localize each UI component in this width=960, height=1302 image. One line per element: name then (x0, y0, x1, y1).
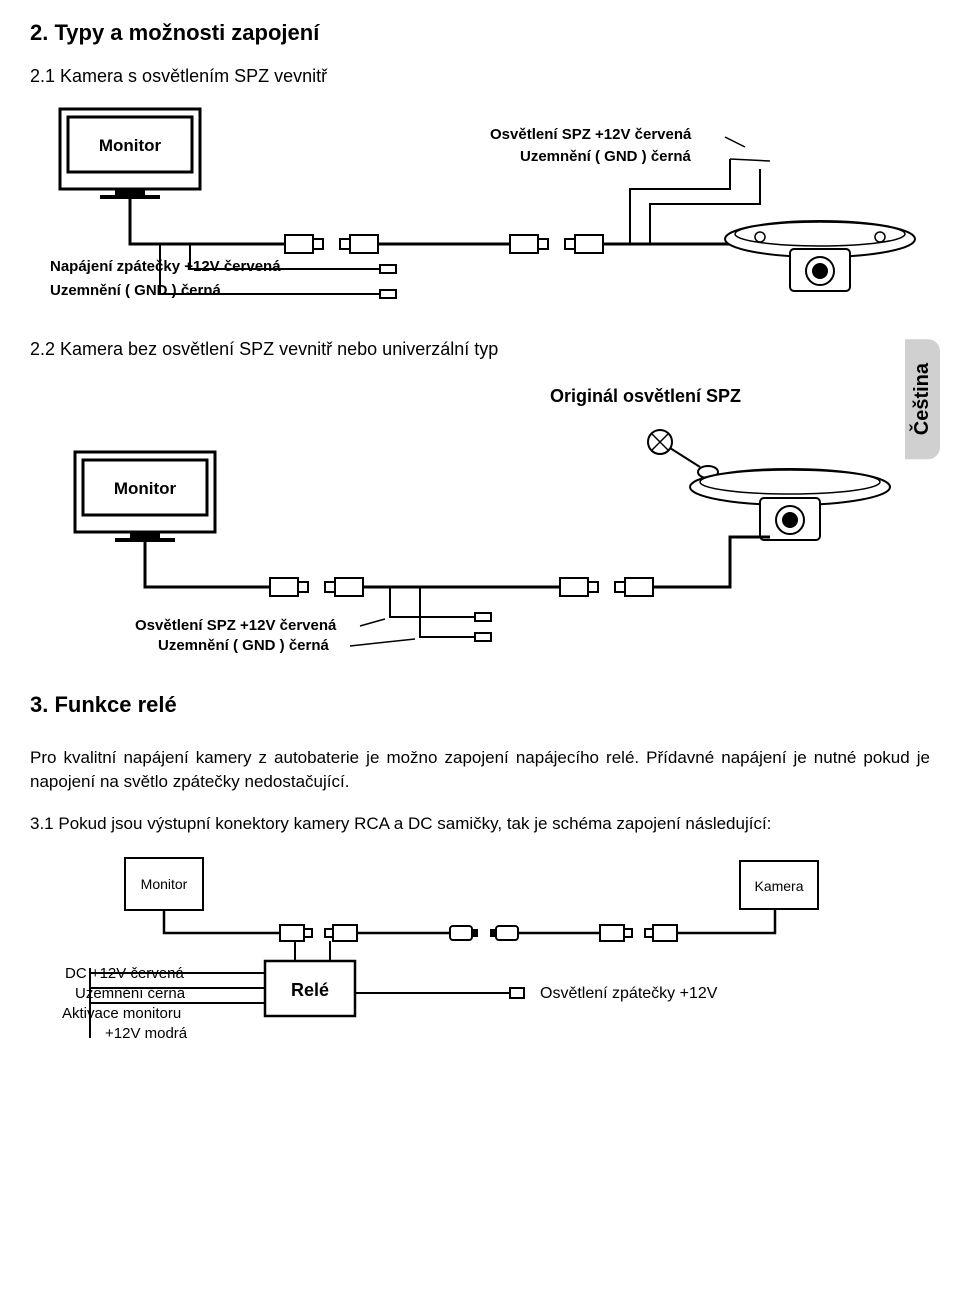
diagram3-svg: Monitor Kamera Relé DC +12V červená (30, 853, 930, 1053)
diagram2-wrap: Originál osvětlení SPZ Monitor Osv (30, 372, 930, 662)
rca-connector-icon (270, 578, 363, 596)
d2-label-bot1: Osvětlení SPZ +12V červená (135, 617, 337, 634)
rca-connector-icon (280, 925, 357, 941)
d3-label-right: Osvětlení zpátečky +12V (540, 985, 718, 1002)
camera-unit-icon (725, 221, 915, 291)
rca-connector-icon (560, 578, 653, 596)
d3-label-left2: Uzemnění černá (75, 985, 186, 1002)
section2-title: 2. Typy a možnosti zapojení (30, 20, 930, 46)
d1-monitor-label: Monitor (99, 136, 162, 155)
section3-para2: 3.1 Pokud jsou výstupní konektory kamery… (30, 812, 930, 836)
rca-connector-icon (600, 925, 677, 941)
diagram2-svg: Originál osvětlení SPZ Monitor Osv (30, 372, 930, 662)
d3-camera-label: Kamera (754, 878, 803, 894)
d1-label-bot1: Napájení zpátečky +12V červená (50, 258, 281, 275)
bulb-icon (648, 430, 718, 478)
section3-title: 3. Funkce relé (30, 692, 930, 718)
section2-sub1: 2.1 Kamera s osvětlením SPZ vevnitř (30, 66, 930, 87)
d3-label-left3: Aktivace monitoru (62, 1005, 181, 1022)
section2-sub2: 2.2 Kamera bez osvětlení SPZ vevnitř neb… (30, 339, 930, 360)
section2-sub2-row: 2.2 Kamera bez osvětlení SPZ vevnitř neb… (30, 339, 930, 360)
rca-connector-icon (285, 235, 378, 253)
diagram1-svg: Monitor Napájení zpátečky +12V červená U… (30, 99, 930, 329)
rca-connector-icon (510, 235, 603, 253)
dc-connector-icon (450, 926, 518, 940)
diagram3-wrap: Monitor Kamera Relé DC +12V červená (30, 853, 930, 1053)
d3-label-left4: +12V modrá (105, 1025, 188, 1042)
d1-label-top2: Uzemnění ( GND ) černá (520, 148, 692, 165)
diagram1-wrap: Monitor Napájení zpátečky +12V červená U… (30, 99, 930, 329)
section3-para1: Pro kvalitní napájení kamery z autobater… (30, 746, 930, 794)
d1-label-top1: Osvětlení SPZ +12V červená (490, 126, 692, 143)
d3-label-left1: DC +12V červená (65, 965, 184, 982)
d2-monitor-label: Monitor (114, 479, 177, 498)
d1-label-bot2: Uzemnění ( GND ) černá (50, 282, 222, 299)
d3-relay-label: Relé (291, 980, 329, 1000)
camera-unit-icon (690, 469, 890, 540)
d2-orig-label: Originál osvětlení SPZ (550, 386, 741, 406)
d3-monitor-label: Monitor (141, 876, 188, 892)
d2-label-bot2: Uzemnění ( GND ) černá (158, 637, 330, 654)
